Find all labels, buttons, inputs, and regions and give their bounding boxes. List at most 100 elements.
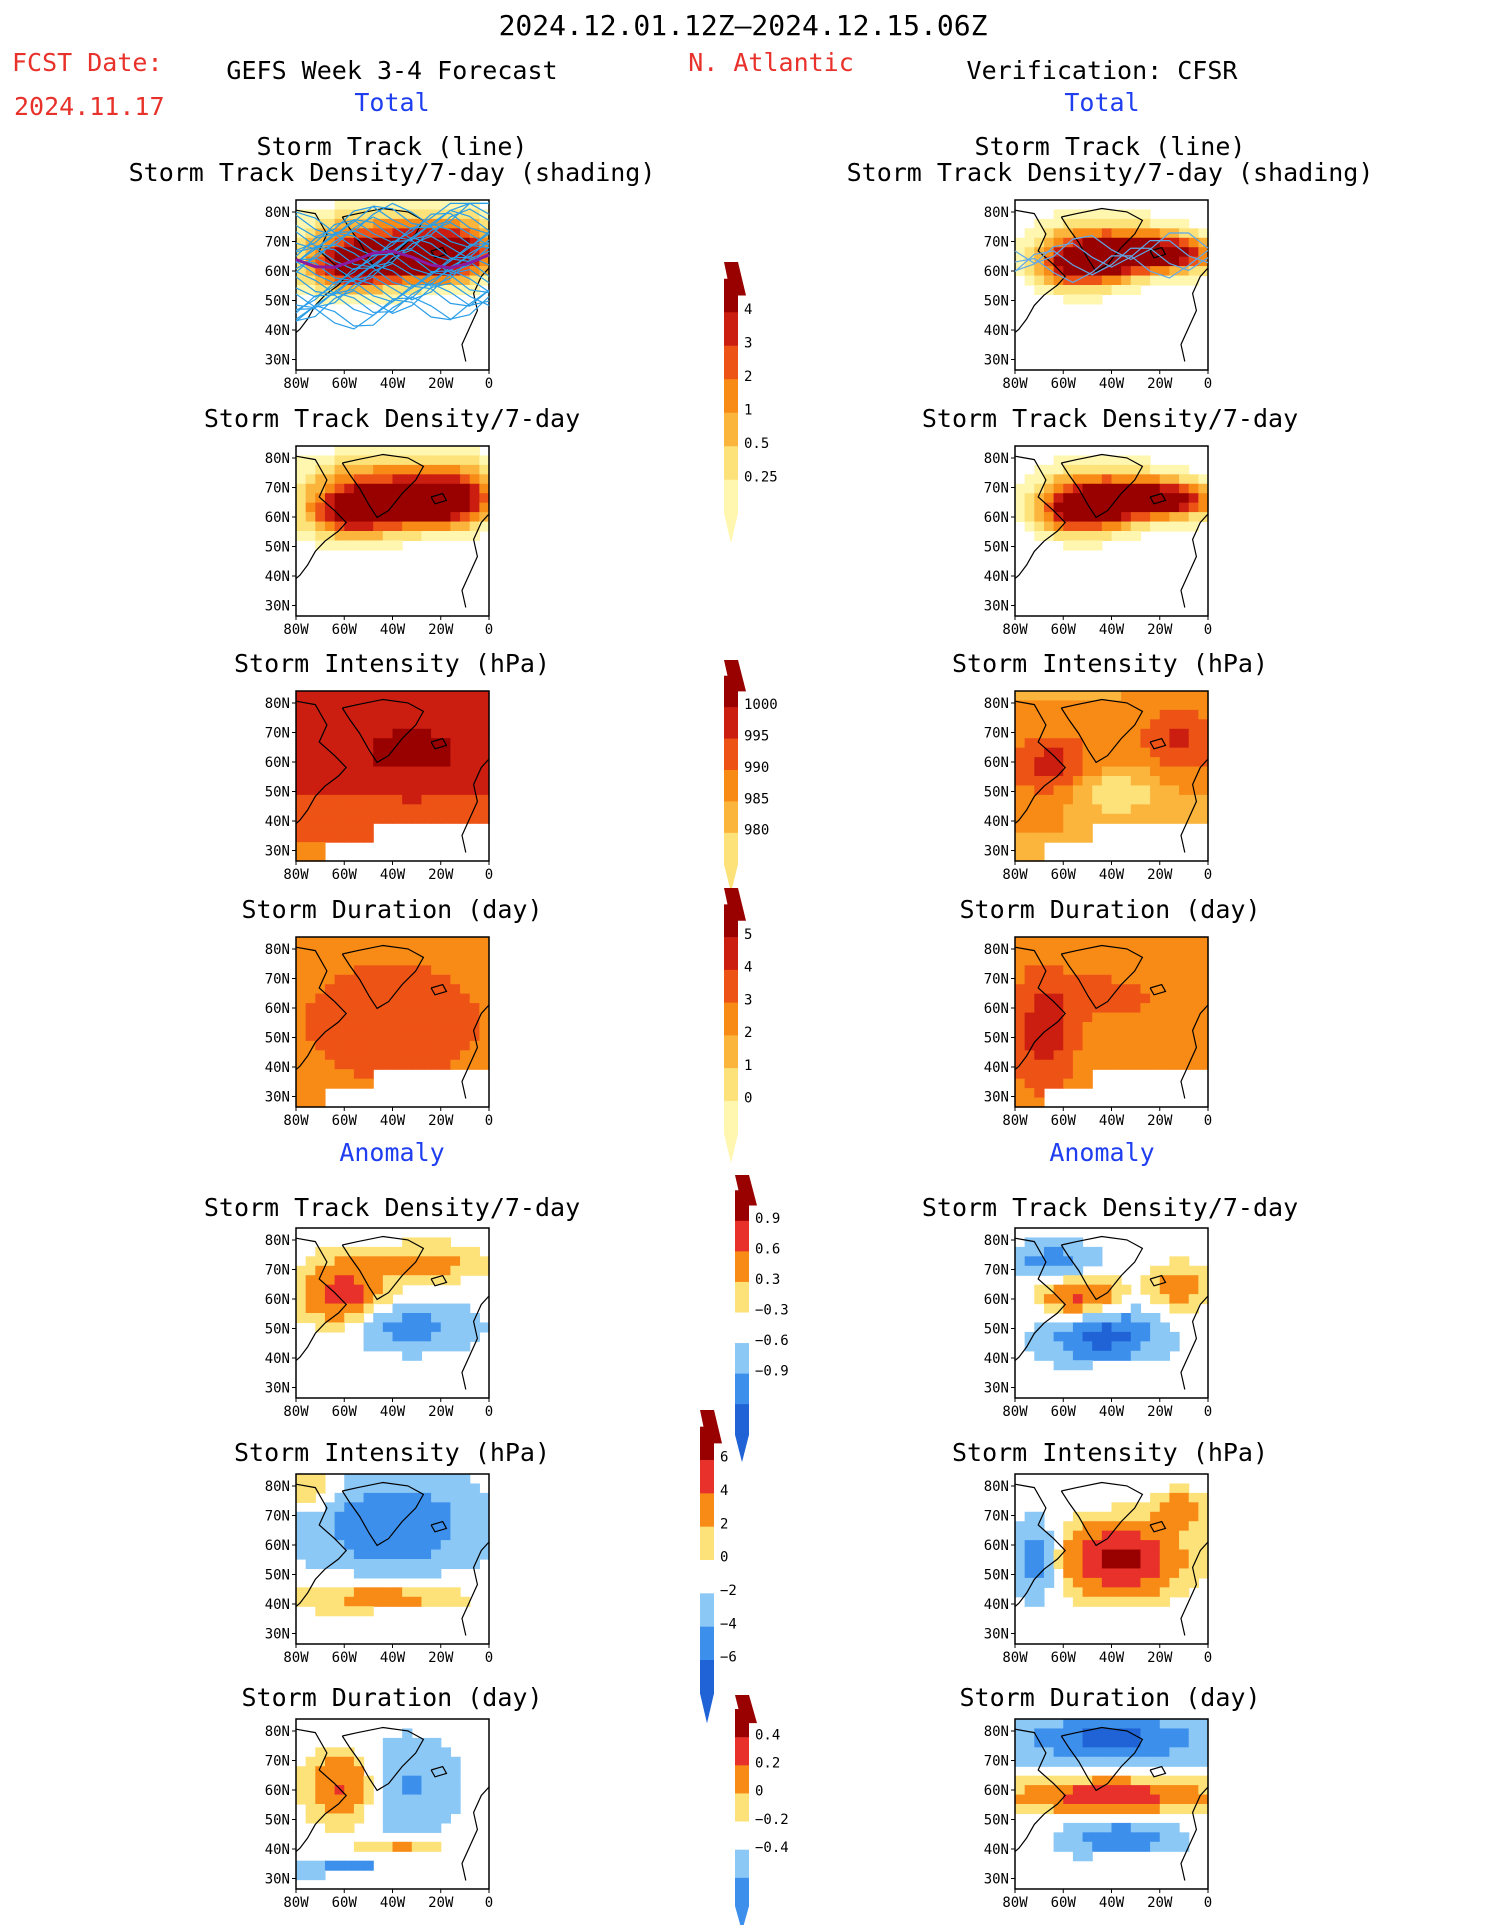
lat-label: 70N (984, 726, 1009, 742)
colorbar-label: 4 (720, 1483, 728, 1499)
field-cell (1072, 464, 1084, 475)
lon-label: 40W (1099, 867, 1125, 883)
field-cell (305, 832, 316, 843)
coastline-greenland (1060, 1726, 1144, 1792)
field-cell (1024, 256, 1035, 267)
field-cell (469, 483, 480, 494)
field-cell (421, 1559, 432, 1570)
field-cell (1034, 1050, 1045, 1061)
field-cell (431, 521, 442, 532)
field-cell (392, 1022, 403, 1033)
field-cell (1169, 1794, 1180, 1805)
coastline-north-america (295, 700, 348, 825)
field-cell (1179, 1794, 1190, 1805)
field-cell (402, 1474, 413, 1485)
field-cell (334, 540, 345, 551)
field-cell (1159, 483, 1170, 494)
field-cell (296, 1474, 307, 1485)
field-cell (1111, 1050, 1122, 1061)
field-cell (382, 993, 394, 1004)
field-cell (1072, 1587, 1084, 1598)
field-cell (431, 1596, 442, 1607)
field-cell (1034, 955, 1045, 966)
field-cell (373, 946, 384, 957)
field-cell (1015, 832, 1026, 843)
field-cell (353, 540, 365, 551)
field-cell (1111, 937, 1122, 948)
field-cell (1034, 719, 1045, 730)
field-cell (324, 209, 336, 220)
field-cell (382, 531, 394, 542)
field-cell (392, 256, 403, 267)
field-cell (363, 1059, 374, 1070)
field-cell (1015, 700, 1026, 711)
coastline-north-america (295, 209, 348, 334)
field-cell (305, 1275, 316, 1286)
field-cell (1159, 1832, 1170, 1843)
field-cell (296, 1050, 307, 1061)
field-cell (1072, 1756, 1084, 1767)
coastline-north-america (295, 1728, 348, 1853)
field-cell (411, 993, 423, 1004)
field-cell (1082, 474, 1093, 485)
field-cell (1169, 1728, 1180, 1739)
field-cell (392, 1040, 403, 1051)
field-cell (344, 1246, 355, 1257)
storm-tracks-forecast (295, 202, 490, 330)
field-cell (1169, 1256, 1180, 1267)
field-cell (469, 946, 480, 957)
field-cell (1159, 237, 1170, 248)
field-cell (1121, 1003, 1132, 1014)
field-cell (392, 1813, 403, 1824)
field-cell (1063, 1775, 1074, 1786)
field-cell (344, 1502, 355, 1513)
field-cell (392, 813, 403, 824)
field-cell (1130, 1587, 1142, 1598)
field-cell (1072, 1265, 1084, 1276)
field-cell (1082, 275, 1093, 286)
field-cell (1169, 1775, 1180, 1786)
field-cell (1188, 275, 1199, 286)
field-cell (1150, 1059, 1161, 1070)
field-cell (1111, 728, 1122, 739)
field-cell (1130, 237, 1142, 248)
field-cell (1159, 1568, 1170, 1579)
field-cell (382, 1050, 394, 1061)
panel-title-duration-anomaly-right: Storm Duration (day) (959, 1683, 1261, 1712)
field-cell (1053, 474, 1064, 485)
field-cell (344, 1040, 355, 1051)
field-cell (1092, 1530, 1103, 1541)
field-cell (1082, 1303, 1093, 1314)
field-cell (324, 1313, 336, 1324)
field-cell (1063, 747, 1074, 758)
field-cell (421, 1246, 432, 1257)
field-cell (1024, 237, 1035, 248)
field-cell (315, 1549, 326, 1560)
field-cell (373, 719, 384, 730)
lat-label: 30N (984, 1627, 1009, 1643)
field-cell (1092, 728, 1103, 739)
field-cell (324, 955, 336, 966)
field-cell (1034, 965, 1045, 976)
field-cell (1043, 1350, 1055, 1361)
colorbar-segment (700, 1460, 714, 1494)
field-cell (411, 1813, 423, 1824)
field-cell (1015, 1804, 1026, 1815)
field-cell (440, 512, 451, 523)
field-cell (296, 823, 307, 834)
lon-label: 60W (1051, 376, 1077, 392)
panel-title-density-anomaly-right: Storm Track Density/7-day (921, 1193, 1299, 1222)
field-cell (479, 502, 490, 513)
field-cell (1034, 1530, 1045, 1541)
field-cell (1063, 1059, 1074, 1070)
field-cell (353, 1587, 365, 1598)
field-cell (1024, 1540, 1035, 1551)
lon-label: 40W (380, 1895, 406, 1911)
coastline-europe (1180, 1004, 1209, 1099)
field-cell (421, 464, 432, 475)
field-cell (460, 1313, 471, 1324)
field-cell (1092, 1275, 1103, 1286)
field-cell (363, 512, 374, 523)
field-cell (1072, 1275, 1084, 1286)
field-cell (1043, 1303, 1055, 1314)
